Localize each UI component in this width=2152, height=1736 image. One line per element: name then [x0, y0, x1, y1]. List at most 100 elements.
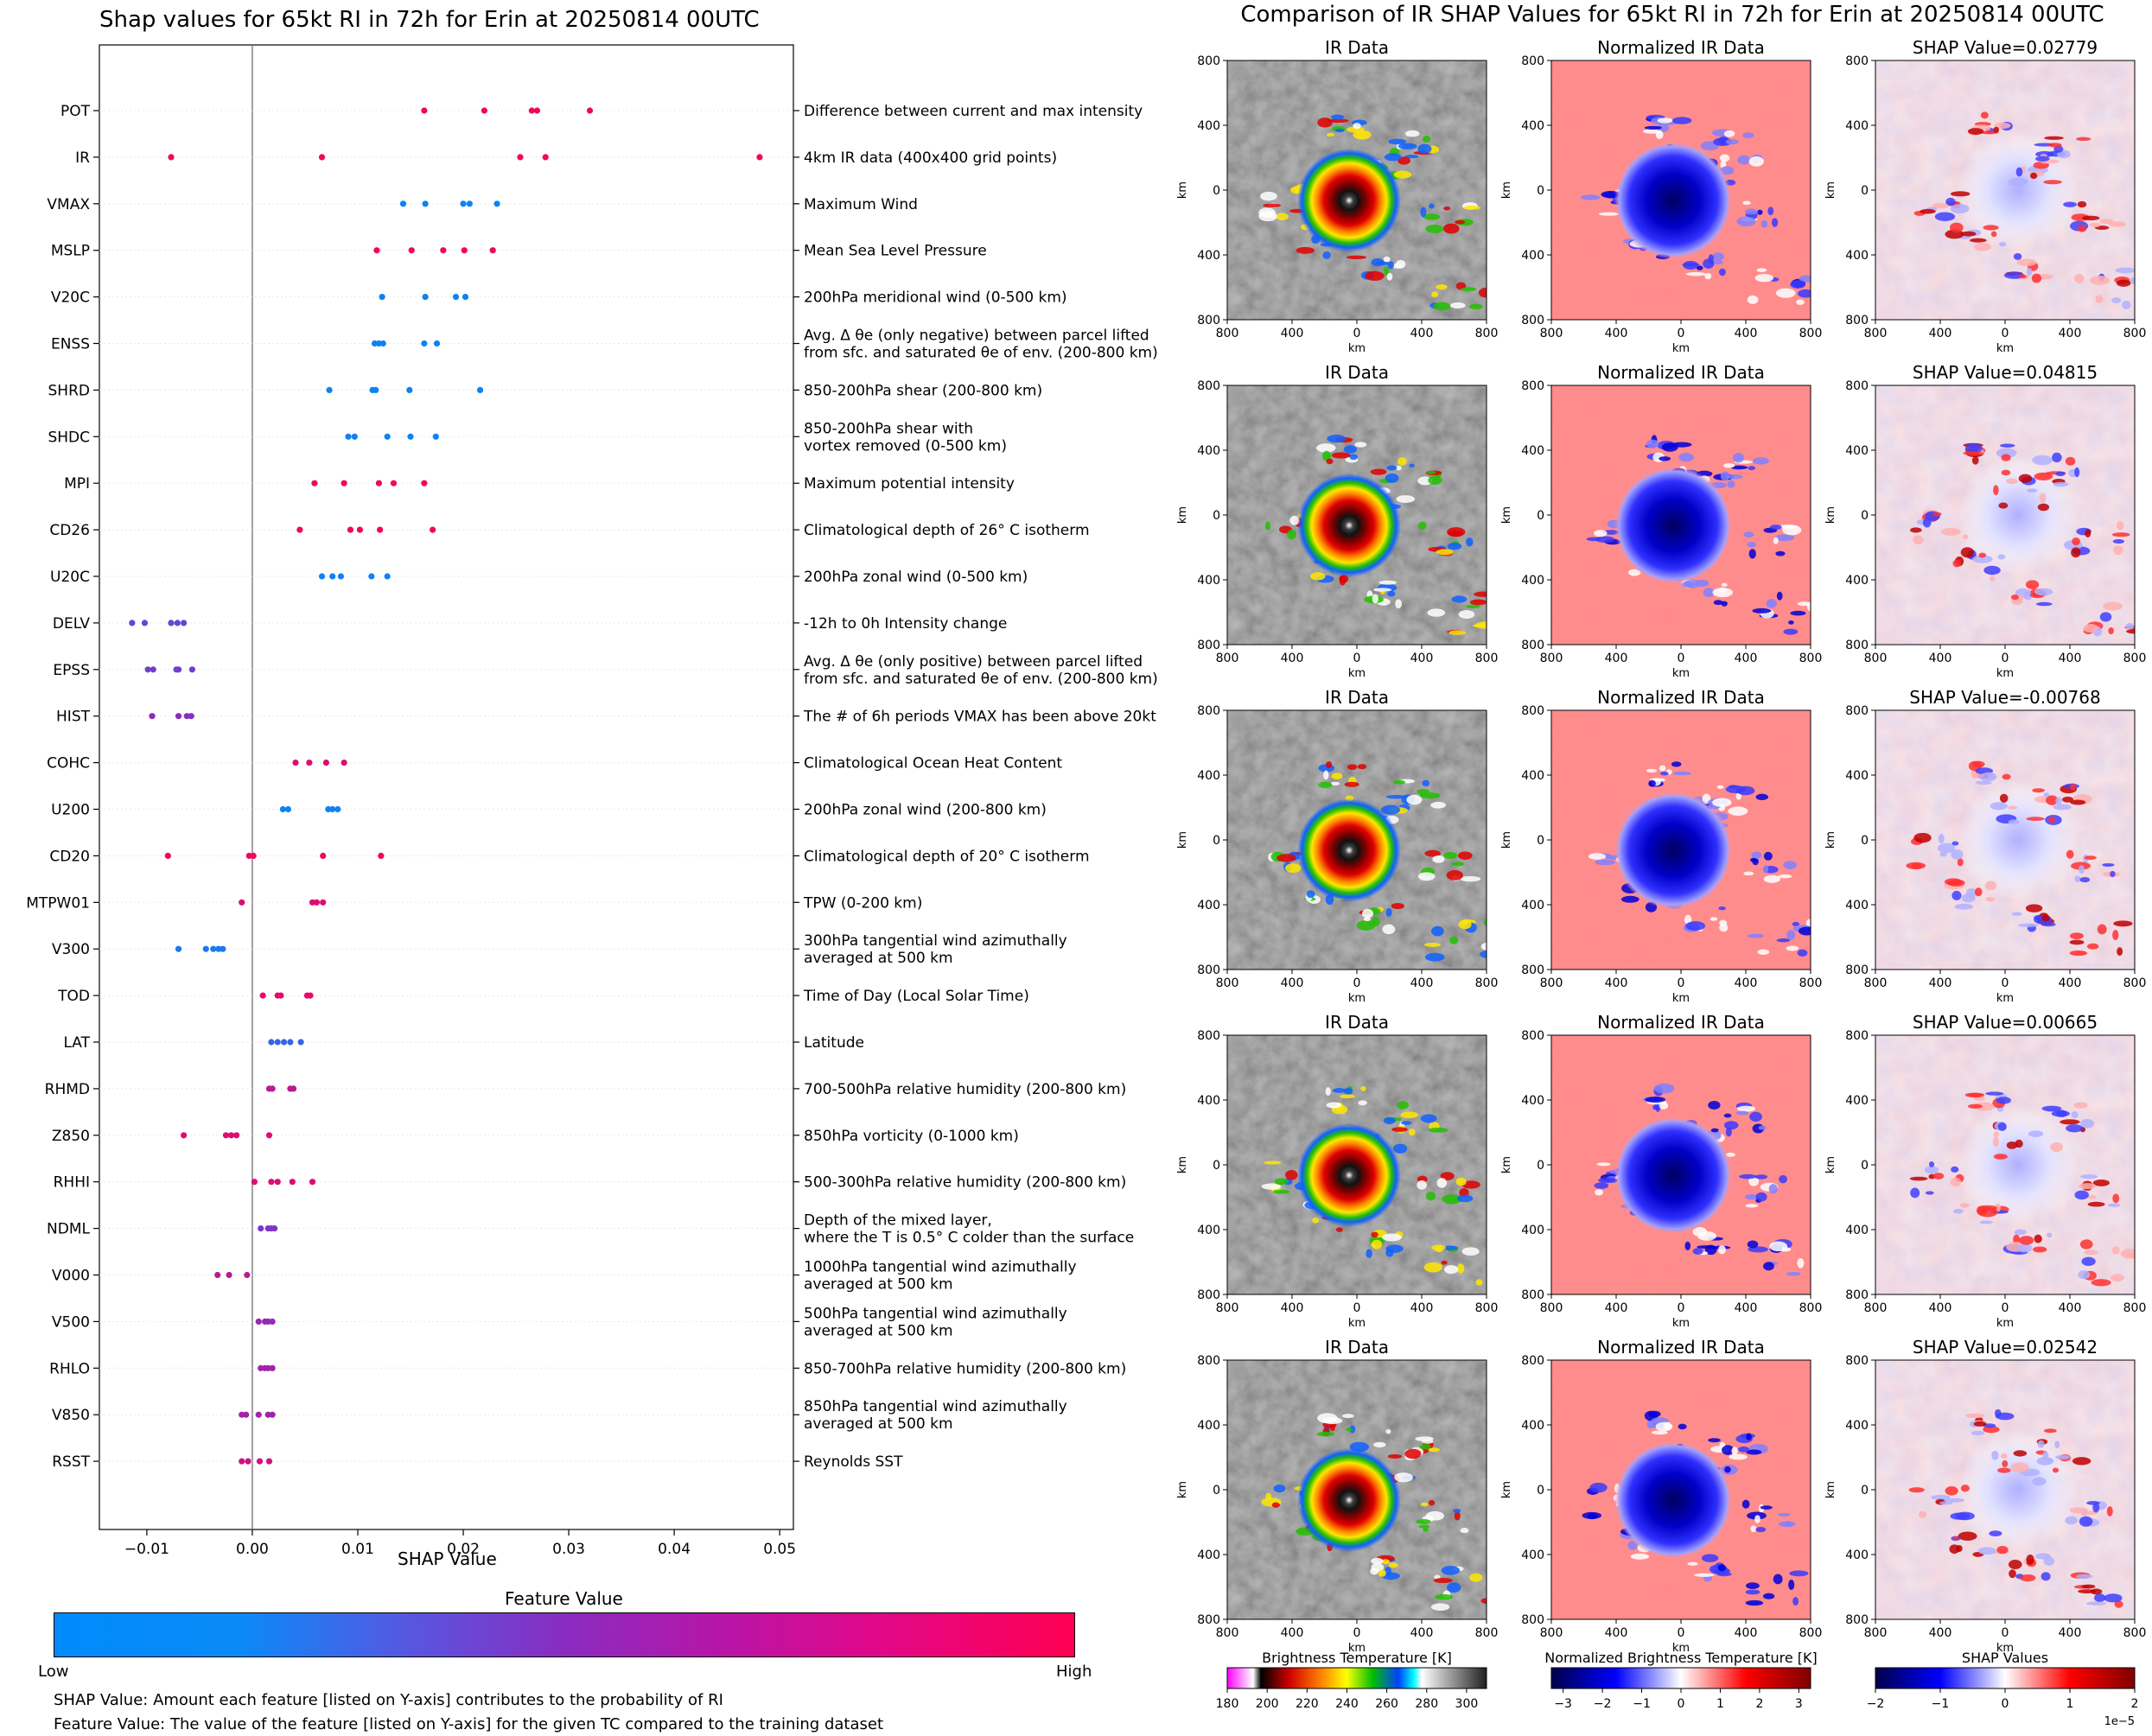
- cloud-band: [1747, 1240, 1759, 1249]
- cloud-band: [2043, 792, 2050, 798]
- cloud-band: [1391, 263, 1403, 269]
- cloud-band: [1469, 1573, 1483, 1582]
- shap-point: [433, 340, 441, 347]
- cloud-band: [1318, 781, 1333, 789]
- cloud-band: [1365, 270, 1385, 281]
- footnote-feature: Feature Value: The value of the feature …: [54, 1715, 884, 1733]
- cloud-band: [2084, 1250, 2099, 1256]
- cloud-band: [1687, 1561, 1698, 1566]
- y-tick-label: 400: [1845, 769, 1869, 783]
- cloud-band: [1436, 1178, 1448, 1188]
- cloud-band: [1327, 435, 1347, 443]
- shap-point: [168, 620, 175, 626]
- cloud-band: [1694, 579, 1710, 588]
- x-tick-label: 400: [1281, 652, 1304, 665]
- cloud-band: [1983, 1426, 2000, 1434]
- cloud-band: [1938, 833, 1945, 844]
- cloud-band: [1993, 1154, 2008, 1160]
- cloud-band: [1652, 1430, 1668, 1435]
- cloud-band: [1792, 1597, 1799, 1606]
- cloud-band: [1755, 1192, 1767, 1202]
- x-tick-label: 0.02: [447, 1541, 480, 1558]
- cloud-band: [2116, 521, 2124, 531]
- feature-description-label: 200hPa zonal wind (200-800 km): [804, 802, 1047, 819]
- cloud-band: [1797, 1258, 1805, 1269]
- y-tick-label: 0: [1537, 184, 1544, 198]
- cloud-band: [1417, 1180, 1427, 1190]
- shap-point: [150, 666, 156, 673]
- feature-name-label: V850: [52, 1407, 90, 1424]
- cloud-band: [2074, 273, 2085, 283]
- cloud-band: [1388, 1562, 1398, 1568]
- cloud-band: [1479, 950, 1487, 958]
- x-tick-label: 400: [1281, 327, 1304, 340]
- cloud-band: [1360, 1085, 1366, 1091]
- cloud-band: [1788, 620, 1794, 625]
- cloud-band: [1728, 806, 1748, 816]
- cloud-band: [1455, 219, 1466, 225]
- x-tick-label: 400: [2059, 652, 2082, 665]
- cloud-band: [1754, 274, 1774, 283]
- cloud-band: [2092, 1179, 2110, 1186]
- cloud-band: [1697, 1231, 1717, 1241]
- shap-point: [245, 1458, 251, 1465]
- feature-description-label: Difference between current and max inten…: [804, 103, 1143, 120]
- cloud-band: [2099, 612, 2112, 622]
- cloud-band: [1722, 463, 1735, 468]
- feature-description-label: 4km IR data (400x400 grid points): [804, 149, 1057, 167]
- cloud-band: [1657, 118, 1673, 124]
- cloud-band: [1273, 1484, 1286, 1493]
- cloud-band: [1322, 1417, 1343, 1425]
- cloud-band: [1736, 1105, 1756, 1112]
- x-tick-label: 800: [1475, 976, 1499, 990]
- shap-point: [345, 433, 352, 440]
- cloud-band: [1588, 853, 1606, 860]
- cloud-band: [1357, 764, 1367, 770]
- shap-point: [378, 852, 385, 860]
- feature-name-label: V000: [52, 1268, 90, 1285]
- cloud-band: [1977, 1205, 1998, 1211]
- cloud-band: [2107, 1203, 2121, 1207]
- shap-point: [284, 805, 292, 813]
- cloud-band: [1797, 289, 1811, 298]
- cloud-band: [1754, 1515, 1760, 1523]
- cloud-band: [1998, 242, 2007, 247]
- cloud-band: [2019, 274, 2027, 278]
- feature-description-label: Reynolds SST: [804, 1453, 903, 1471]
- feature-name-label: V500: [52, 1313, 90, 1331]
- y-tick-label: 0: [1213, 184, 1220, 198]
- colorbar-tick-label: −1: [1932, 1697, 1950, 1711]
- cloud-band: [1973, 1421, 1987, 1427]
- cloud-band: [1932, 1173, 1945, 1180]
- cloud-band: [1323, 770, 1329, 780]
- shap-point: [309, 1179, 316, 1186]
- x-tick-label: 800: [1475, 1301, 1499, 1315]
- plot-frame: [99, 44, 794, 1530]
- cloud-band: [1381, 804, 1401, 815]
- shap-point: [384, 433, 391, 440]
- cloud-band: [2085, 1601, 2106, 1606]
- cloud-band: [1447, 542, 1462, 550]
- cloud-band: [2046, 1458, 2053, 1463]
- cloud-band: [1430, 1603, 1450, 1612]
- y-tick-label: 800: [1845, 963, 1869, 977]
- shap-plot-area: −0.01 0.00 0.01 0.02 0.03 0.04 0.05 POT Differen…: [26, 44, 1158, 1558]
- cloud-band: [1763, 874, 1781, 883]
- feature-description-label: 500-300hPa relative humidity (200-800 km…: [804, 1174, 1126, 1192]
- cloud-band: [1711, 259, 1723, 265]
- cloud-band: [1762, 1593, 1775, 1599]
- cloud-band: [1744, 1193, 1760, 1200]
- cloud-band: [2010, 1462, 2029, 1473]
- shap-point: [421, 480, 428, 486]
- cloud-band: [1743, 871, 1754, 876]
- cloud-band: [1949, 1544, 1960, 1555]
- feature-name-label: ENSS: [51, 336, 90, 353]
- colorbar-tick-label: 1: [2066, 1697, 2074, 1711]
- y-tick-label: 0: [1861, 834, 1869, 848]
- cloud-band: [2115, 267, 2135, 274]
- feature-description-label: 850-200hPa shear (200-800 km): [804, 382, 1042, 399]
- y-tick-label: 400: [1197, 1419, 1220, 1433]
- x-tick-label: 800: [2123, 327, 2147, 340]
- cloud-band: [1384, 266, 1390, 277]
- cloud-band: [1752, 457, 1769, 465]
